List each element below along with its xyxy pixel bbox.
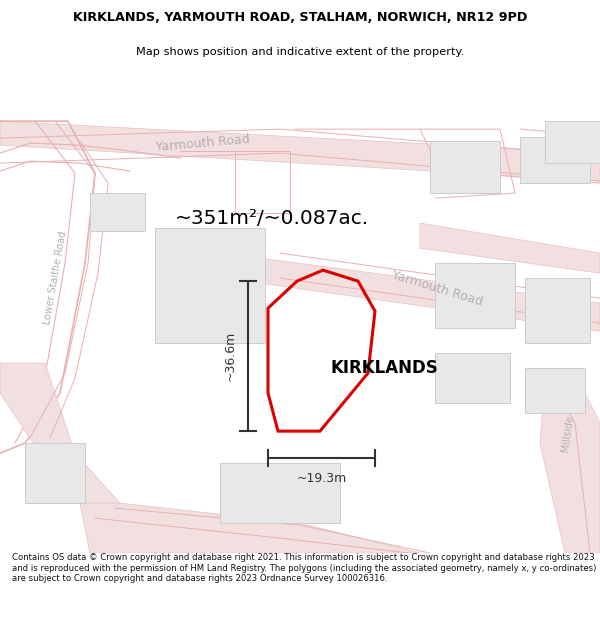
Polygon shape	[25, 443, 85, 503]
Polygon shape	[420, 223, 600, 273]
Polygon shape	[220, 463, 340, 523]
Text: ~36.6m: ~36.6m	[223, 331, 236, 381]
Text: Map shows position and indicative extent of the property.: Map shows position and indicative extent…	[136, 47, 464, 57]
Polygon shape	[520, 137, 590, 183]
Polygon shape	[80, 503, 420, 553]
Text: ~351m²/~0.087ac.: ~351m²/~0.087ac.	[175, 209, 369, 227]
Text: Yarmouth Road: Yarmouth Road	[155, 132, 250, 154]
Text: Yarmouth Road: Yarmouth Road	[390, 268, 484, 308]
Text: Millside: Millside	[560, 414, 575, 452]
Polygon shape	[540, 373, 600, 553]
Polygon shape	[260, 258, 600, 331]
Polygon shape	[525, 368, 585, 413]
Polygon shape	[545, 121, 600, 163]
Text: KIRKLANDS: KIRKLANDS	[330, 359, 438, 377]
Polygon shape	[90, 193, 145, 231]
Polygon shape	[155, 228, 265, 343]
Polygon shape	[525, 278, 590, 343]
Text: ~19.3m: ~19.3m	[296, 472, 347, 484]
Polygon shape	[435, 353, 510, 403]
Text: Lower Staithe Road: Lower Staithe Road	[42, 231, 68, 326]
Polygon shape	[0, 121, 600, 181]
Polygon shape	[0, 363, 150, 553]
Polygon shape	[435, 263, 515, 328]
Text: KIRKLANDS, YARMOUTH ROAD, STALHAM, NORWICH, NR12 9PD: KIRKLANDS, YARMOUTH ROAD, STALHAM, NORWI…	[73, 11, 527, 24]
Text: Contains OS data © Crown copyright and database right 2021. This information is : Contains OS data © Crown copyright and d…	[12, 553, 596, 583]
Polygon shape	[430, 141, 500, 193]
